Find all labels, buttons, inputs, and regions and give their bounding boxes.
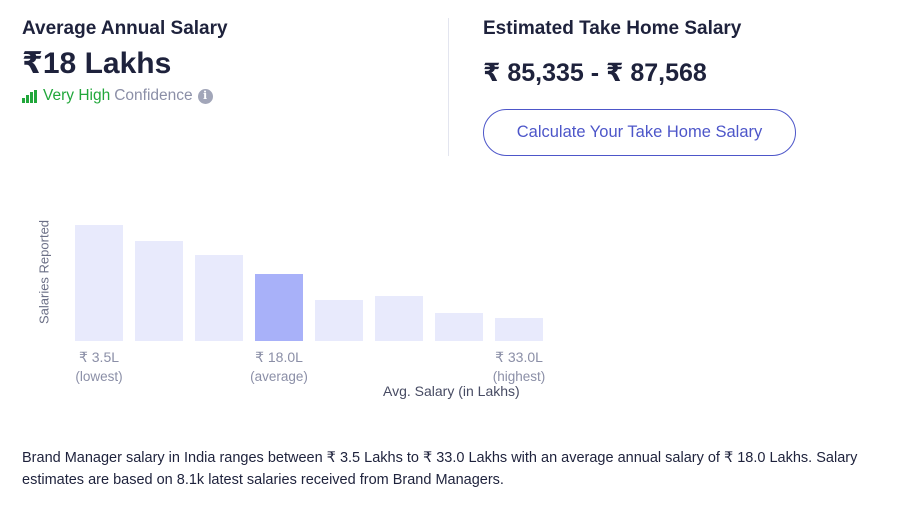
info-icon[interactable]: i (197, 88, 213, 104)
tick-label: ₹ 33.0L (495, 349, 543, 365)
tick-label: ₹ 18.0L (255, 349, 303, 365)
take-home-title: Estimated Take Home Salary (483, 18, 742, 39)
salary-bar (495, 318, 543, 341)
average-salary-title: Average Annual Salary (22, 18, 228, 39)
tick-label: ₹ 3.5L (78, 349, 120, 365)
salary-description: Brand Manager salary in India ranges bet… (22, 450, 858, 488)
salary-bar (435, 313, 483, 341)
confidence-level: Very High (43, 87, 111, 104)
chart-y-axis-label: Salaries Reported (36, 219, 52, 325)
confidence-row: Very High Confidence i (22, 85, 422, 107)
salary-bar (195, 255, 243, 341)
salary-bar (135, 241, 183, 341)
salary-bar (375, 296, 423, 341)
tick-sublabel: (lowest) (75, 369, 123, 384)
tick-sublabel: (average) (250, 369, 308, 384)
chart-x-axis-label: Avg. Salary (in Lakhs) (383, 383, 520, 399)
confidence-label: Confidence (114, 87, 193, 104)
panel-divider (448, 18, 449, 156)
salary-bar (315, 300, 363, 341)
take-home-panel: Estimated Take Home Salary ₹ 85,335 - ₹ … (483, 16, 883, 156)
salary-bar (75, 225, 123, 341)
average-salary-value: ₹18 Lakhs (22, 47, 172, 80)
signal-bars-icon (22, 89, 37, 103)
salary-bar (255, 274, 303, 341)
calculate-take-home-button[interactable]: Calculate Your Take Home Salary (483, 109, 796, 156)
average-salary-panel: Average Annual Salary ₹18 Lakhs Very Hig… (22, 16, 422, 107)
take-home-value: ₹ 85,335 - ₹ 87,568 (483, 59, 707, 87)
